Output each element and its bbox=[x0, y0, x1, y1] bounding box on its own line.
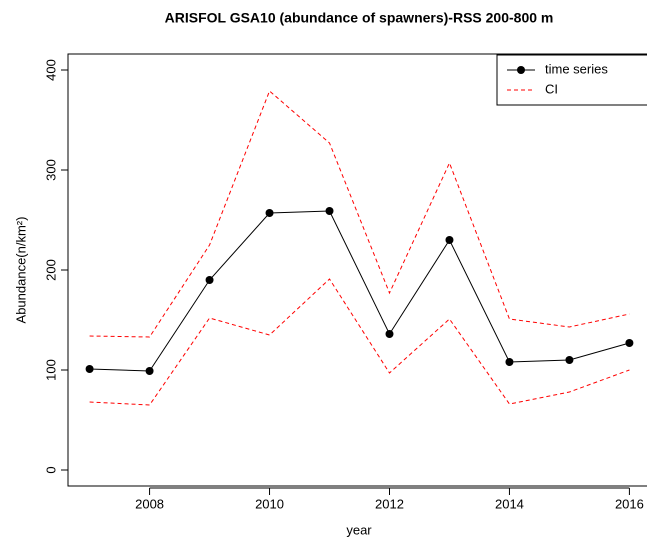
y-axis-label: Abundance(n/km²) bbox=[13, 217, 28, 324]
x-tick-label: 2014 bbox=[495, 496, 524, 511]
point bbox=[565, 356, 574, 364]
point bbox=[205, 276, 214, 284]
ci-upper-line bbox=[89, 90, 630, 338]
point bbox=[265, 209, 274, 217]
x-tick-label: 2012 bbox=[375, 496, 404, 511]
point bbox=[325, 207, 334, 215]
series-line bbox=[89, 210, 630, 372]
plot-box bbox=[67, 53, 647, 487]
x-axis-label: year bbox=[346, 522, 372, 537]
point bbox=[145, 367, 154, 375]
x-tick-label: 2010 bbox=[255, 496, 284, 511]
legend-label: time series bbox=[545, 61, 608, 76]
point bbox=[85, 365, 94, 373]
x-tick-label: 2016 bbox=[615, 496, 644, 511]
legend-box bbox=[496, 54, 647, 106]
point bbox=[625, 339, 634, 347]
y-tick-label: 0 bbox=[43, 466, 58, 473]
y-tick-label: 400 bbox=[43, 59, 58, 81]
point bbox=[385, 330, 394, 338]
point bbox=[445, 236, 454, 244]
legend-label: CI bbox=[545, 81, 558, 96]
ci-lower-line bbox=[89, 278, 630, 406]
legend-point bbox=[517, 66, 525, 74]
y-tick-label: 200 bbox=[43, 259, 58, 281]
y-tick-label: 300 bbox=[43, 159, 58, 181]
chart-title: ARISFOL GSA10 (abundance of spawners)-RS… bbox=[165, 10, 554, 26]
point bbox=[505, 358, 514, 366]
x-tick-label: 2008 bbox=[135, 496, 164, 511]
y-tick-label: 100 bbox=[43, 359, 58, 381]
